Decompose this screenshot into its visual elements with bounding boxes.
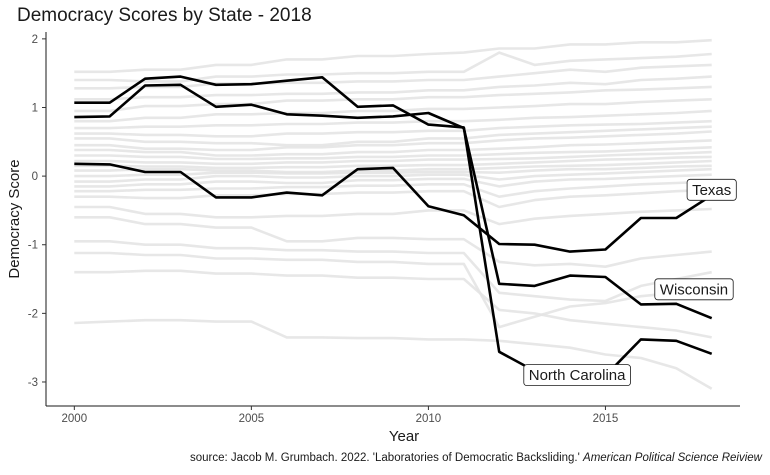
series-line-state-c	[74, 63, 712, 90]
series-label-box	[654, 278, 734, 301]
source-caption-journal: American Political Science Reiview	[582, 452, 763, 464]
series-line-state-n	[74, 155, 712, 170]
series-line-state-a	[74, 38, 712, 74]
series-line-state-j	[74, 130, 712, 152]
series-label-box	[686, 178, 737, 201]
series-line-state-l	[74, 146, 712, 161]
background-series-group	[74, 38, 713, 390]
x-tick-label: 2000	[62, 413, 88, 425]
series-line-state-q	[74, 167, 712, 183]
series-line-state-d	[74, 75, 712, 101]
y-tick-label: -3	[28, 377, 38, 389]
series-line-state-x	[74, 251, 712, 329]
series-line-state-i	[74, 125, 712, 147]
series-line-state-p	[74, 164, 712, 178]
x-tick-label: 2015	[593, 413, 619, 425]
series-line-wisconsin	[74, 83, 713, 320]
series-line-state-t	[74, 188, 712, 209]
x-tick-label: 2010	[416, 413, 442, 425]
series-line-state-s	[74, 180, 712, 198]
series-line-state-w	[74, 240, 712, 303]
chart-title: Democracy Scores by State - 2018	[17, 5, 312, 26]
series-line-state-r	[74, 173, 712, 188]
y-tick-label: -2	[28, 308, 38, 320]
series-line-state-f	[74, 98, 712, 123]
series-line-state-u	[74, 205, 712, 226]
series-line-state-v	[74, 216, 712, 268]
series-line-texas	[74, 162, 713, 253]
y-tick-label: 1	[32, 102, 38, 114]
series-line-state-m	[74, 150, 712, 166]
series-labels-group: Texas Wisconsin North Carolina	[523, 178, 737, 387]
series-label-text: Wisconsin	[660, 281, 728, 298]
x-axis-title: Year	[389, 428, 419, 445]
series-line-state-z	[74, 318, 713, 390]
series-line-state-g	[74, 109, 712, 130]
x-axis-ticks: 2000 2005 2010 2015	[62, 406, 619, 425]
series-label-text: Texas	[692, 182, 731, 199]
y-tick-label: 0	[32, 171, 38, 183]
y-tick-label: 2	[32, 34, 38, 46]
series-label-north-carolina: North Carolina	[523, 364, 631, 387]
series-label-texas: Texas	[686, 178, 737, 201]
y-axis-ticks: 2 1 0 -1 -2 -3	[28, 34, 46, 389]
series-label-text: North Carolina	[529, 367, 626, 384]
series-label-wisconsin: Wisconsin	[654, 278, 734, 301]
series-line-state-b	[74, 51, 712, 83]
series-line-state-k	[74, 139, 712, 157]
series-line-state-o	[74, 159, 712, 174]
x-tick-label: 2005	[239, 413, 265, 425]
y-tick-label: -1	[28, 240, 38, 252]
series-line-state-e	[74, 85, 712, 113]
y-axis-title: Democracy Score	[6, 159, 23, 278]
series-label-box	[523, 364, 631, 387]
series-line-state-y	[74, 269, 712, 339]
series-line-state-h	[74, 119, 712, 138]
source-caption: source: Jacob M. Grumbach. 2022. 'Labora…	[190, 452, 763, 464]
source-caption-plain: source: Jacob M. Grumbach. 2022. 'Labora…	[190, 452, 583, 464]
